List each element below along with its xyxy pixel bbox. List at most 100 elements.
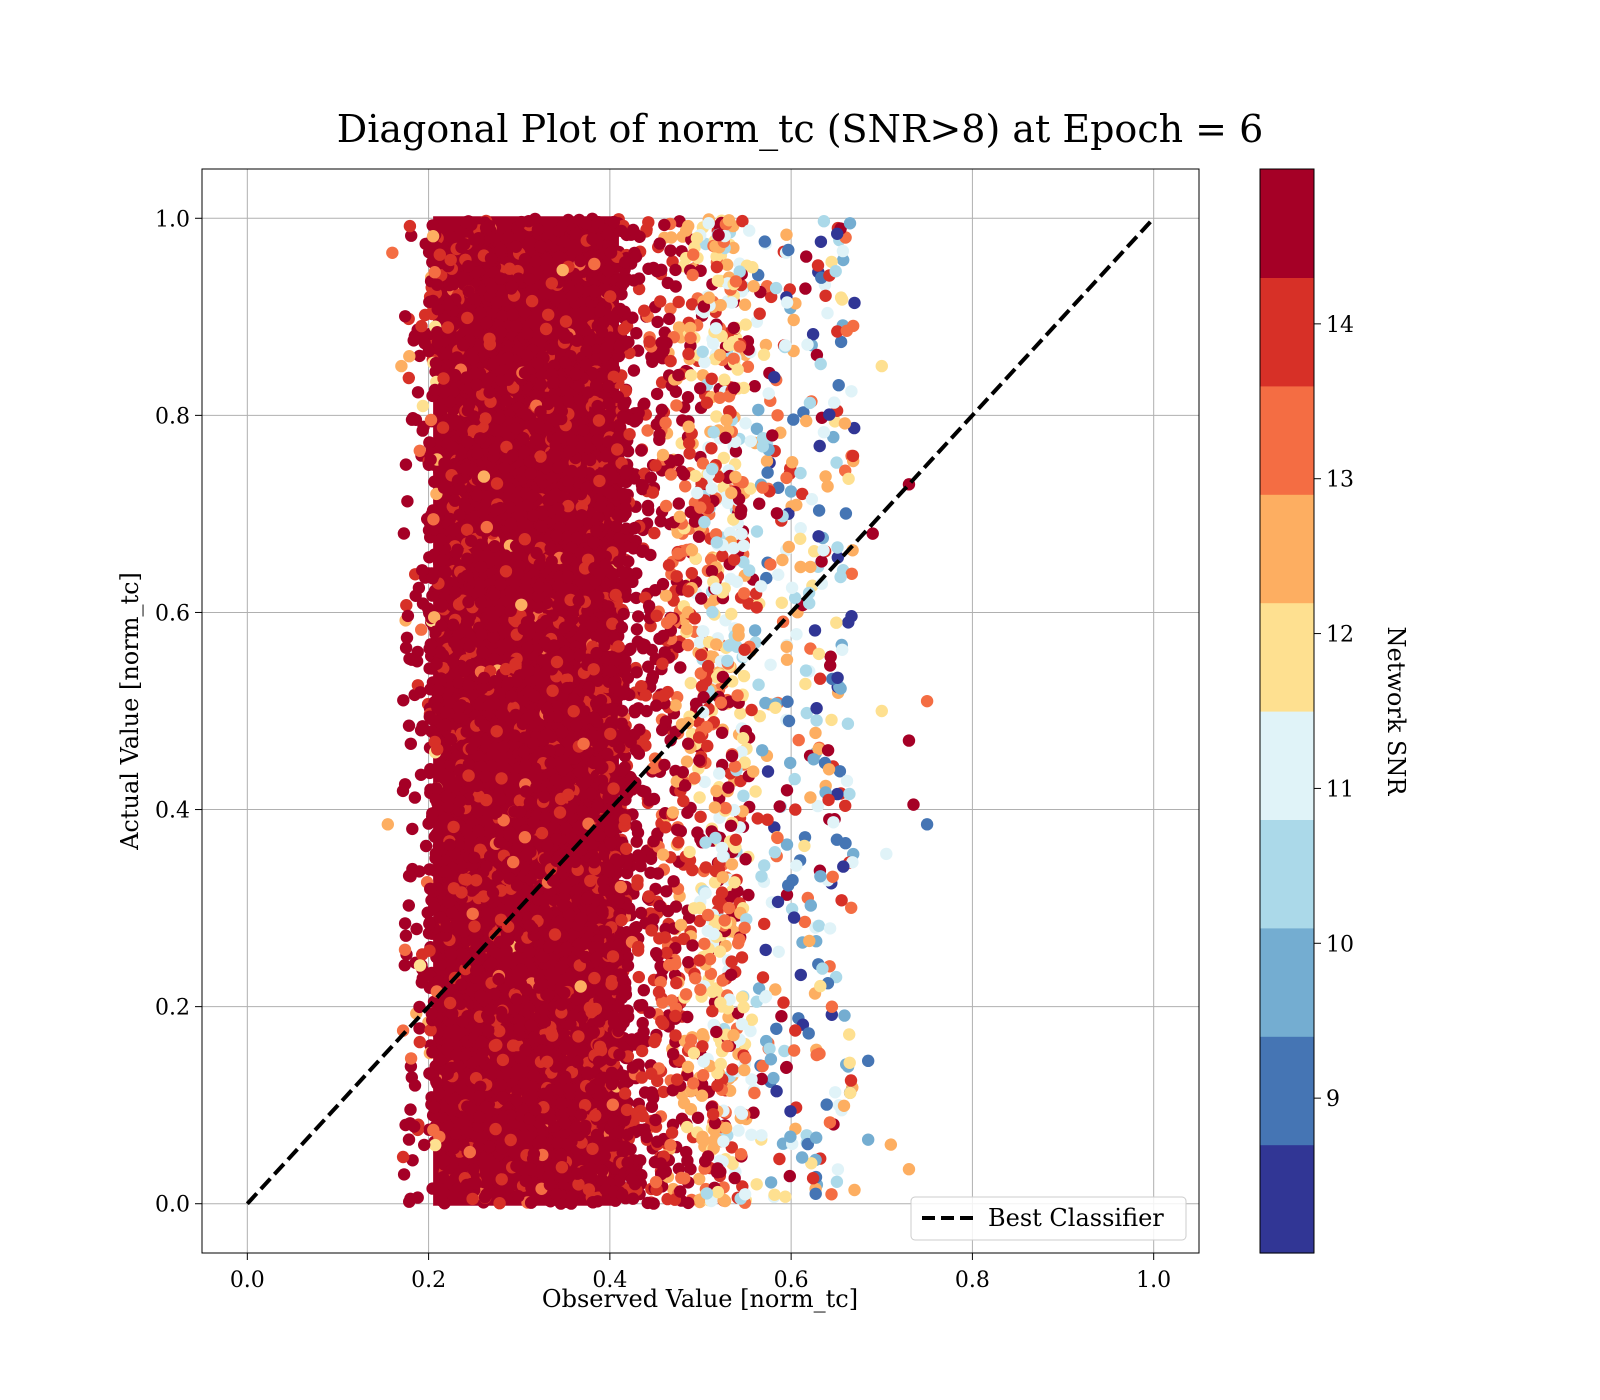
scatter-point xyxy=(697,1055,710,1068)
scatter-point xyxy=(476,682,489,695)
scatter-point xyxy=(461,615,474,628)
scatter-point xyxy=(831,325,844,338)
scatter-point xyxy=(667,1047,680,1061)
scatter-point xyxy=(415,319,428,333)
scatter-point xyxy=(576,805,589,818)
scatter-point xyxy=(837,860,850,873)
scatter-point xyxy=(450,351,464,364)
scatter-point xyxy=(696,345,709,358)
scatter-point xyxy=(402,1133,416,1146)
scatter-point xyxy=(725,858,739,871)
scatter-point xyxy=(716,871,729,884)
scatter-point xyxy=(775,596,788,609)
scatter-point xyxy=(843,1028,856,1041)
scatter-point xyxy=(824,659,837,672)
scatter-point xyxy=(679,988,693,1001)
scatter-point xyxy=(535,826,549,840)
scatter-point xyxy=(670,570,683,583)
scatter-point xyxy=(402,371,415,385)
scatter-point xyxy=(549,487,562,501)
scatter-point xyxy=(710,250,723,263)
scatter-point xyxy=(758,917,771,931)
scatter-point xyxy=(656,723,669,737)
scatter-point xyxy=(680,1145,693,1159)
scatter-point xyxy=(619,590,633,603)
scatter-point xyxy=(509,422,523,435)
scatter-point xyxy=(591,434,604,447)
scatter-point xyxy=(558,356,572,369)
scatter-point xyxy=(480,915,493,928)
scatter-point xyxy=(572,1030,585,1043)
scatter-point xyxy=(402,719,416,732)
scatter-point xyxy=(488,588,501,601)
scatter-point xyxy=(717,1135,730,1148)
scatter-point xyxy=(687,248,700,261)
scatter-point xyxy=(677,468,691,481)
scatter-point xyxy=(790,859,803,872)
scatter-point xyxy=(637,1025,650,1039)
scatter-point xyxy=(706,985,719,998)
scatter-points xyxy=(381,212,934,1210)
scatter-point xyxy=(728,760,742,773)
scatter-point xyxy=(753,497,766,510)
scatter-point xyxy=(725,607,738,621)
scatter-point xyxy=(510,320,523,333)
scatter-point xyxy=(681,806,694,819)
scatter-point xyxy=(612,555,625,568)
scatter-point xyxy=(513,1022,526,1035)
scatter-point xyxy=(690,232,704,245)
scatter-point xyxy=(838,417,852,430)
scatter-point xyxy=(799,282,812,295)
scatter-point xyxy=(631,878,644,891)
scatter-point xyxy=(424,882,437,895)
scatter-point xyxy=(435,1194,449,1208)
scatter-point xyxy=(477,890,490,903)
scatter-point xyxy=(590,673,604,686)
scatter-point xyxy=(635,1044,649,1058)
scatter-point xyxy=(584,1162,597,1175)
scatter-point xyxy=(660,885,673,898)
scatter-point xyxy=(570,1121,583,1134)
scatter-point xyxy=(618,1009,631,1022)
scatter-point xyxy=(659,416,672,429)
scatter-point xyxy=(519,983,533,996)
scatter-point xyxy=(447,820,460,834)
scatter-point xyxy=(452,676,465,689)
scatter-point xyxy=(539,298,552,311)
scatter-point xyxy=(738,298,752,311)
scatter-point xyxy=(574,254,587,268)
scatter-point xyxy=(569,487,583,500)
scatter-point xyxy=(706,1005,719,1018)
scatter-point xyxy=(474,760,488,774)
scatter-point xyxy=(555,726,569,739)
scatter-point xyxy=(540,654,553,668)
scatter-point xyxy=(446,415,459,428)
scatter-point xyxy=(624,642,637,655)
scatter-point xyxy=(480,316,493,330)
scatter-point xyxy=(681,638,695,652)
scatter-point xyxy=(761,813,774,826)
scatter-point xyxy=(597,883,611,896)
scatter-point xyxy=(454,482,467,495)
scatter-point xyxy=(405,653,418,666)
scatter-point xyxy=(414,724,428,737)
scatter-point xyxy=(430,657,443,671)
scatter-point xyxy=(532,601,545,614)
scatter-point xyxy=(790,498,803,512)
scatter-point xyxy=(447,523,460,537)
scatter-point xyxy=(705,482,718,495)
scatter-point xyxy=(848,296,861,310)
scatter-point xyxy=(752,403,765,417)
scatter-point xyxy=(731,363,744,376)
scatter-point xyxy=(729,833,742,846)
scatter-point xyxy=(657,629,670,643)
scatter-point xyxy=(747,280,760,293)
scatter-point xyxy=(445,906,459,919)
scatter-point xyxy=(575,912,588,925)
scatter-point xyxy=(468,233,481,246)
scatter-point xyxy=(647,762,660,775)
scatter-point xyxy=(699,836,712,849)
scatter-point xyxy=(466,907,479,920)
scatter-point xyxy=(688,772,701,785)
scatter-point xyxy=(719,801,732,815)
